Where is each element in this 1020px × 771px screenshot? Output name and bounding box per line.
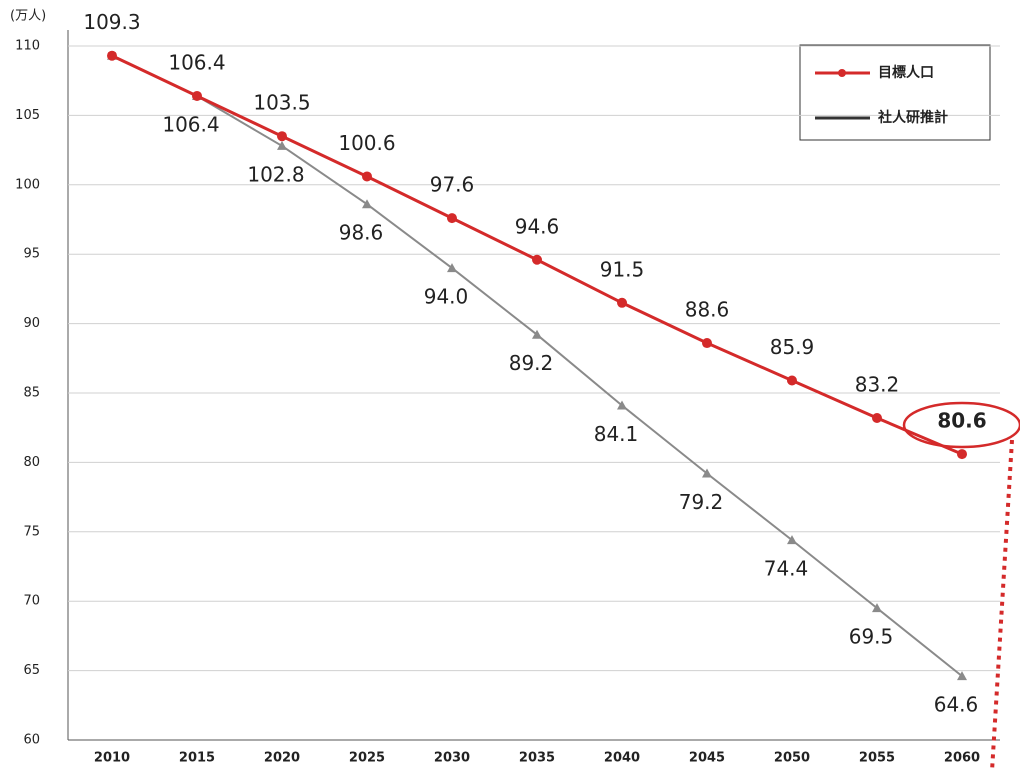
legend-label: 目標人口 <box>878 64 934 81</box>
y-tick-label: 80 <box>23 455 40 470</box>
point <box>957 449 967 460</box>
x-tick-label: 2050 <box>774 751 810 766</box>
x-tick-label: 2020 <box>264 751 300 766</box>
point <box>447 213 457 224</box>
point <box>532 254 542 265</box>
point <box>362 171 372 182</box>
x-tick-label: 2025 <box>349 751 385 766</box>
point <box>702 468 712 478</box>
y-tick-label: 70 <box>23 594 40 609</box>
x-tick-label: 2045 <box>689 751 725 766</box>
value-label: 91.5 <box>600 257 645 281</box>
x-tick-label: 2035 <box>519 751 555 766</box>
y-tick-label: 110 <box>15 39 40 54</box>
point <box>872 603 882 613</box>
point <box>702 338 712 349</box>
point <box>787 375 797 386</box>
x-tick-label: 2030 <box>434 751 470 766</box>
value-label: 84.1 <box>594 422 639 446</box>
value-label: 98.6 <box>339 221 384 245</box>
x-tick-label: 2010 <box>94 751 130 766</box>
value-label: 85.9 <box>770 335 815 359</box>
value-label: 94.6 <box>515 214 560 238</box>
value-label: 89.2 <box>509 351 554 375</box>
value-label: 74.4 <box>764 557 809 581</box>
y-tick-label: 65 <box>23 663 40 678</box>
y-tick-label: 95 <box>23 247 40 262</box>
point <box>617 400 627 410</box>
legend <box>799 44 991 141</box>
point <box>787 535 797 545</box>
value-label: 79.2 <box>679 490 724 514</box>
point <box>277 131 287 142</box>
x-tick-label: 2060 <box>944 751 980 766</box>
x-tick-label: 2015 <box>179 751 215 766</box>
legend-marker <box>838 69 846 77</box>
value-label: 103.5 <box>253 91 310 115</box>
y-tick-label: 90 <box>23 316 40 331</box>
point <box>277 140 287 150</box>
value-label: 106.4 <box>168 50 225 74</box>
y-tick-label: 100 <box>15 177 40 192</box>
point <box>447 263 457 273</box>
value-label: 100.6 <box>338 131 395 155</box>
point <box>617 297 627 308</box>
value-label: 106.4 <box>162 112 219 136</box>
y-tick-label: 60 <box>23 733 40 748</box>
y-tick-label: 85 <box>23 386 40 401</box>
value-label: 102.8 <box>247 162 304 186</box>
y-unit: (万人) <box>10 9 46 24</box>
value-label: 80.6 <box>937 409 986 433</box>
y-tick-label: 105 <box>15 108 40 123</box>
x-tick-label: 2040 <box>604 751 640 766</box>
y-tick-label: 75 <box>23 524 40 539</box>
value-label: 97.6 <box>430 173 475 197</box>
point <box>192 90 202 101</box>
point <box>957 671 967 681</box>
value-label: 64.6 <box>934 693 979 717</box>
highlight-ellipse <box>902 401 1020 449</box>
callout-line <box>990 439 1014 771</box>
point <box>532 329 542 339</box>
value-label: 88.6 <box>685 298 730 322</box>
point <box>362 199 372 209</box>
point <box>107 50 117 61</box>
value-label: 69.5 <box>849 625 894 649</box>
value-label: 83.2 <box>855 372 900 396</box>
value-label: 109.3 <box>83 10 140 34</box>
point <box>872 412 882 423</box>
x-tick-label: 2055 <box>859 751 895 766</box>
legend-label: 社人研推計 <box>877 109 948 126</box>
value-label: 94.0 <box>424 285 469 309</box>
